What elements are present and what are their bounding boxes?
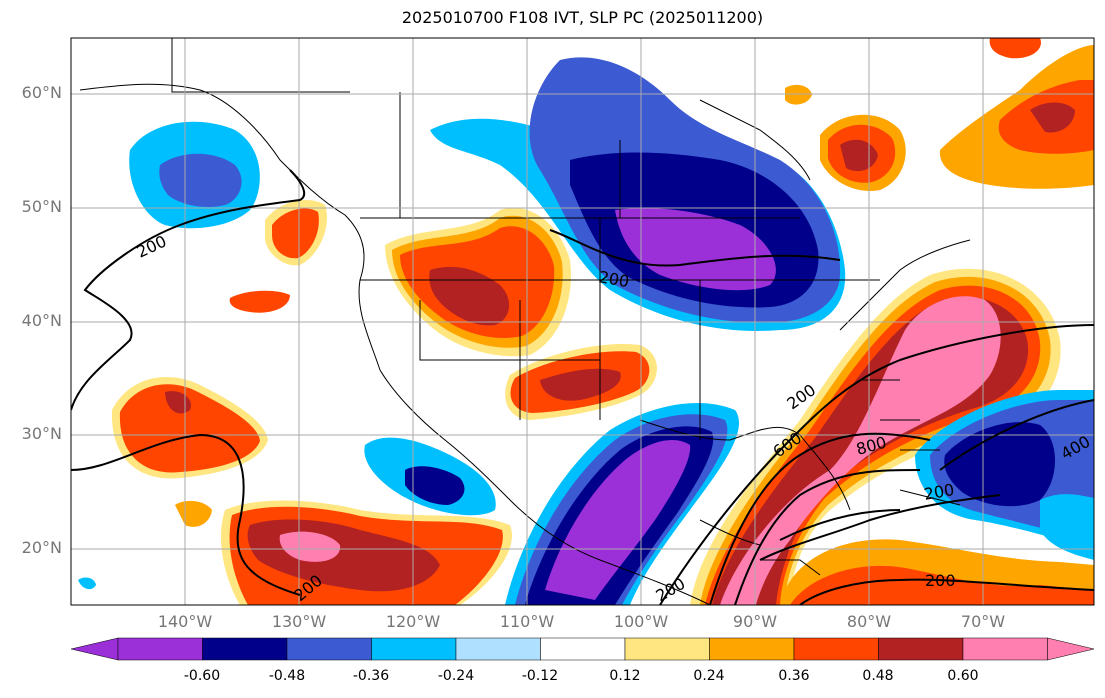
contour-label: 200 bbox=[925, 571, 956, 590]
map-frame bbox=[70, 37, 1095, 606]
colorbar-tick: -0.12 bbox=[521, 668, 559, 684]
lon-label: 110°W bbox=[499, 612, 555, 631]
colorbar-swatch bbox=[371, 637, 457, 661]
lon-label: 70°W bbox=[960, 612, 1006, 631]
colorbar-tick: -0.24 bbox=[437, 668, 475, 684]
colorbar-swatch bbox=[70, 637, 119, 661]
lon-label: 120°W bbox=[385, 612, 441, 631]
colorbar-tick: -0.48 bbox=[268, 668, 306, 684]
neg-plume-canada-core bbox=[615, 208, 776, 291]
lat-label: 20°N bbox=[21, 538, 62, 557]
colorbar-swatch bbox=[709, 637, 795, 661]
colorbar-swatch bbox=[286, 637, 372, 661]
lon-label: 90°W bbox=[732, 612, 778, 631]
colorbar bbox=[70, 637, 1095, 661]
coastlines-borders bbox=[79, 38, 971, 605]
ivt-shading-layer: 200 200 200 600 800 400 200 200 200 200 bbox=[71, 38, 1094, 605]
gridlines bbox=[71, 38, 1094, 605]
colorbar-swatch bbox=[540, 637, 626, 661]
map-title: 2025010700 F108 IVT, SLP PC (2025011200) bbox=[401, 8, 764, 27]
colorbar-tick: 0.36 bbox=[778, 668, 810, 684]
lat-label: 30°N bbox=[21, 424, 62, 443]
colorbar-swatch bbox=[878, 637, 964, 661]
colorbar-tick: 0.24 bbox=[693, 668, 725, 684]
lat-label: 40°N bbox=[21, 311, 62, 330]
lon-label: 130°W bbox=[271, 612, 327, 631]
lon-label: 140°W bbox=[157, 612, 213, 631]
lat-label: 60°N bbox=[21, 83, 62, 102]
colorbar-swatch bbox=[202, 637, 288, 661]
colorbar-tick: -0.60 bbox=[183, 668, 221, 684]
colorbar-swatch bbox=[624, 637, 710, 661]
colorbar-swatch bbox=[962, 637, 1048, 661]
lon-label: 100°W bbox=[613, 612, 669, 631]
colorbar-swatch bbox=[1047, 637, 1095, 661]
slp-contours bbox=[71, 169, 1094, 605]
colorbar-tick: 0.12 bbox=[609, 668, 641, 684]
colorbar-tick: 0.60 bbox=[947, 668, 979, 684]
colorbar-swatch bbox=[793, 637, 879, 661]
colorbar-swatch bbox=[117, 637, 203, 661]
lon-label: 80°W bbox=[846, 612, 892, 631]
neg-plume-mexico-core bbox=[545, 440, 691, 600]
lat-label: 50°N bbox=[21, 197, 62, 216]
colorbar-tick: 0.48 bbox=[862, 668, 894, 684]
colorbar-swatch bbox=[455, 637, 541, 661]
colorbar-tick: -0.36 bbox=[352, 668, 390, 684]
ar-plume-pink bbox=[720, 296, 1001, 605]
